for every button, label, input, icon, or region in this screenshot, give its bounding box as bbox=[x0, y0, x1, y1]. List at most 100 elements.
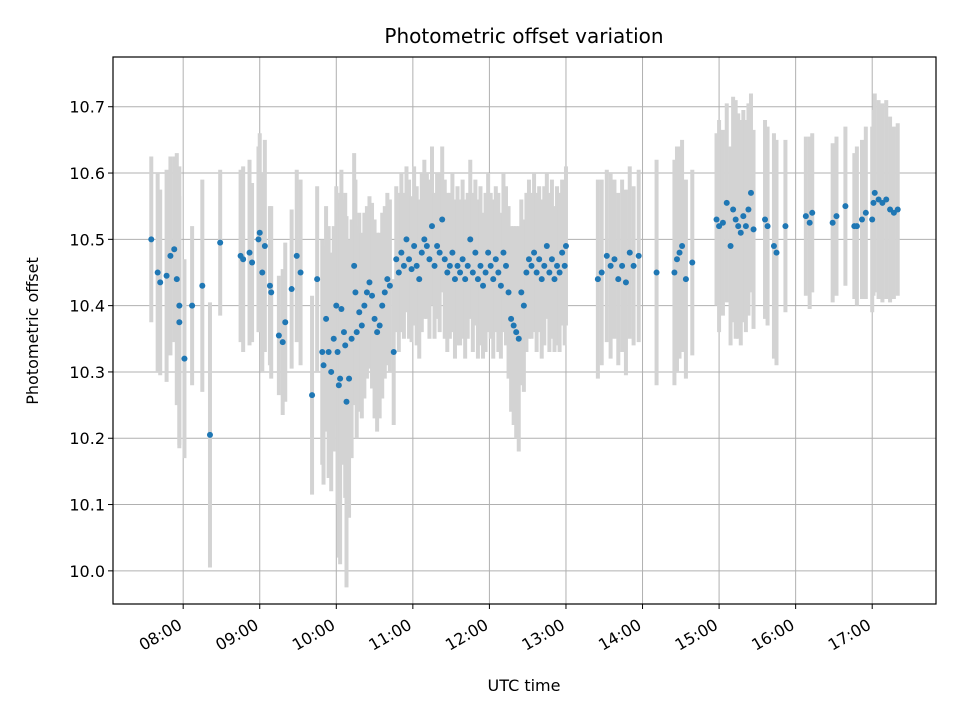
data-point bbox=[279, 339, 286, 346]
data-point bbox=[246, 249, 253, 256]
data-point bbox=[444, 269, 451, 276]
data-point bbox=[773, 249, 780, 256]
data-point bbox=[411, 242, 418, 249]
data-point bbox=[154, 269, 161, 276]
data-point bbox=[626, 249, 633, 256]
data-point bbox=[319, 349, 326, 356]
data-point bbox=[255, 236, 262, 243]
data-point bbox=[853, 223, 860, 230]
data-point bbox=[337, 375, 344, 382]
data-point bbox=[536, 256, 543, 263]
data-point bbox=[671, 269, 678, 276]
data-point bbox=[679, 242, 686, 249]
data-point bbox=[730, 206, 737, 213]
data-point bbox=[384, 276, 391, 283]
data-point bbox=[495, 269, 502, 276]
chart-title: Photometric offset variation bbox=[384, 24, 663, 48]
data-point bbox=[320, 362, 327, 369]
data-point bbox=[559, 249, 566, 256]
data-point bbox=[330, 335, 337, 342]
data-point bbox=[398, 249, 405, 256]
data-point bbox=[630, 262, 637, 269]
y-tick-label: 10.5 bbox=[69, 230, 105, 249]
y-tick-label: 10.0 bbox=[69, 562, 105, 581]
data-point bbox=[723, 199, 730, 206]
data-point bbox=[480, 282, 487, 289]
data-point bbox=[673, 256, 680, 263]
y-axis: 10.0 10.1 10.2 10.3 10.4 10.5 10.6 10.7 bbox=[69, 98, 113, 581]
data-point bbox=[275, 332, 282, 339]
data-point bbox=[737, 229, 744, 236]
data-point bbox=[418, 249, 425, 256]
data-point bbox=[598, 269, 605, 276]
data-point bbox=[802, 213, 809, 220]
data-point bbox=[735, 223, 742, 230]
data-point bbox=[334, 349, 341, 356]
data-point bbox=[176, 302, 183, 309]
data-point bbox=[328, 368, 335, 375]
data-point bbox=[518, 289, 525, 296]
data-point bbox=[293, 252, 300, 259]
y-axis-title: Photometric offset bbox=[23, 257, 42, 405]
data-point bbox=[403, 236, 410, 243]
data-point bbox=[376, 322, 383, 329]
data-point bbox=[464, 262, 471, 269]
data-point bbox=[181, 355, 188, 362]
data-point bbox=[333, 302, 340, 309]
data-point bbox=[348, 335, 355, 342]
data-point bbox=[441, 256, 448, 263]
data-point bbox=[594, 276, 601, 283]
data-point bbox=[353, 329, 360, 336]
data-point bbox=[862, 209, 869, 216]
data-point bbox=[342, 342, 349, 349]
data-point bbox=[538, 276, 545, 283]
data-point bbox=[148, 236, 155, 243]
data-point bbox=[719, 219, 726, 226]
data-point bbox=[352, 289, 359, 296]
data-point bbox=[459, 256, 466, 263]
data-point bbox=[371, 315, 378, 322]
data-point bbox=[487, 262, 494, 269]
data-point bbox=[474, 276, 481, 283]
data-point bbox=[428, 223, 435, 230]
data-point bbox=[217, 239, 224, 246]
data-point bbox=[314, 276, 321, 283]
data-point bbox=[653, 269, 660, 276]
data-point bbox=[356, 309, 363, 316]
data-point bbox=[502, 262, 509, 269]
data-point bbox=[619, 262, 626, 269]
data-point bbox=[462, 276, 469, 283]
y-tick-label: 10.3 bbox=[69, 363, 105, 382]
data-point bbox=[451, 276, 458, 283]
data-point bbox=[541, 262, 548, 269]
data-point bbox=[523, 269, 530, 276]
data-point bbox=[883, 196, 890, 203]
data-point bbox=[457, 269, 464, 276]
data-point bbox=[770, 242, 777, 249]
data-point bbox=[508, 315, 515, 322]
data-point bbox=[603, 252, 610, 259]
y-tick-label: 10.7 bbox=[69, 98, 105, 117]
data-point bbox=[256, 229, 263, 236]
data-point bbox=[894, 206, 901, 213]
data-point bbox=[871, 189, 878, 196]
data-point bbox=[173, 276, 180, 283]
data-point bbox=[607, 262, 614, 269]
data-point bbox=[622, 279, 629, 286]
y-tick-label: 10.6 bbox=[69, 164, 105, 183]
data-point bbox=[548, 256, 555, 263]
data-point bbox=[500, 249, 507, 256]
data-point bbox=[833, 213, 840, 220]
data-point bbox=[323, 315, 330, 322]
data-point bbox=[395, 269, 402, 276]
data-point bbox=[363, 289, 370, 296]
data-point bbox=[764, 223, 771, 230]
data-point bbox=[297, 269, 304, 276]
data-point bbox=[747, 189, 754, 196]
data-point bbox=[472, 249, 479, 256]
data-point bbox=[266, 282, 273, 289]
data-point bbox=[809, 209, 816, 216]
data-point bbox=[842, 203, 849, 210]
